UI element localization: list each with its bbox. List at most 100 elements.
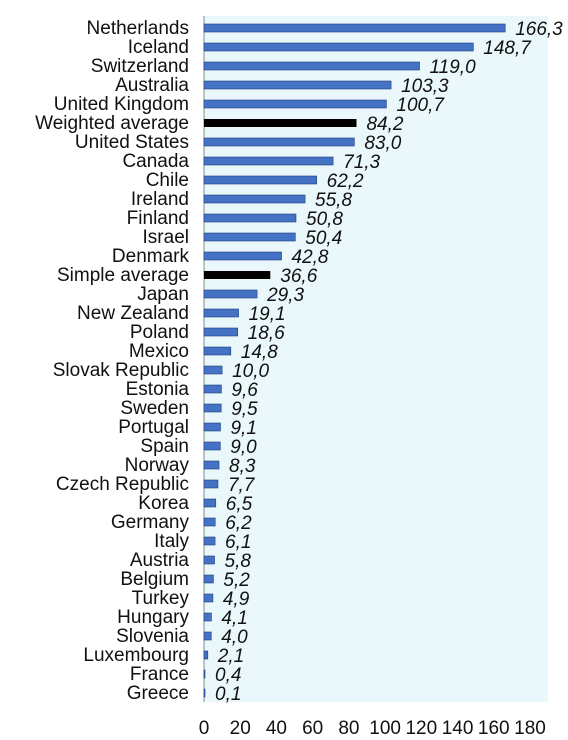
bar-slovenia <box>203 631 212 641</box>
value-label-germany: 6,2 <box>225 513 252 534</box>
x-tick-label-60: 60 <box>302 718 323 739</box>
value-label-simple-average: 36,6 <box>280 266 317 287</box>
category-label-switzerland: Switzerland <box>91 56 189 77</box>
category-label-united-states: United States <box>75 132 189 153</box>
bar-finland <box>203 213 297 223</box>
value-label-finland: 50,8 <box>306 209 343 230</box>
value-label-canada: 71,3 <box>343 152 380 173</box>
bar-portugal <box>203 422 221 432</box>
category-label-norway: Norway <box>125 455 190 476</box>
bar-italy <box>203 536 216 546</box>
bar-poland <box>203 327 238 337</box>
bar-japan <box>203 289 258 299</box>
bar-germany <box>203 517 216 527</box>
bar-korea <box>203 498 217 508</box>
value-label-estonia: 9,6 <box>231 380 258 401</box>
value-label-portugal: 9,1 <box>230 418 256 439</box>
value-label-slovenia: 4,0 <box>221 627 248 648</box>
category-label-simple-average: Simple average <box>57 265 189 286</box>
category-label-ireland: Ireland <box>131 189 189 210</box>
bar-weighted-average <box>204 119 357 127</box>
bar-chile <box>203 175 317 185</box>
value-label-mexico: 14,8 <box>241 342 278 363</box>
bar-ireland <box>203 194 306 204</box>
bar-luxembourg <box>203 650 209 660</box>
category-label-israel: Israel <box>143 227 189 248</box>
value-label-switzerland: 119,0 <box>430 57 477 78</box>
category-label-mexico: Mexico <box>129 341 189 362</box>
category-label-finland: Finland <box>127 208 189 229</box>
category-label-france: France <box>130 664 189 685</box>
category-label-luxembourg: Luxembourg <box>83 645 189 666</box>
bar-united-kingdom <box>203 99 387 109</box>
value-label-weighted-average: 84,2 <box>366 114 403 135</box>
x-tick-label-20: 20 <box>230 718 251 739</box>
bar-israel <box>203 232 296 242</box>
value-label-ireland: 55,8 <box>315 190 352 211</box>
value-label-iceland: 148,7 <box>483 38 532 59</box>
value-label-slovak-republic: 10,0 <box>232 361 269 382</box>
bar-turkey <box>203 593 214 603</box>
x-tick-label-0: 0 <box>199 718 210 739</box>
category-label-italy: Italy <box>154 531 189 552</box>
value-label-new-zealand: 19,1 <box>249 304 286 325</box>
x-tick-label-180: 180 <box>514 718 546 739</box>
value-label-france: 0,4 <box>215 665 241 686</box>
category-label-austria: Austria <box>130 550 190 571</box>
value-label-australia: 103,3 <box>401 76 449 97</box>
x-tick-label-100: 100 <box>369 718 401 739</box>
category-label-czech-republic: Czech Republic <box>56 474 189 495</box>
value-label-denmark: 42,8 <box>292 247 329 268</box>
category-label-germany: Germany <box>111 512 190 533</box>
bar-norway <box>203 460 220 470</box>
bar-hungary <box>203 612 212 622</box>
value-label-turkey: 4,9 <box>223 589 250 610</box>
bar-france <box>203 669 206 679</box>
category-label-belgium: Belgium <box>120 569 189 590</box>
bar-estonia <box>203 384 222 394</box>
category-label-australia: Australia <box>115 75 189 96</box>
x-tick-label-80: 80 <box>338 718 359 739</box>
value-label-belgium: 5,2 <box>223 570 250 591</box>
value-label-sweden: 9,5 <box>231 399 258 420</box>
category-label-greece: Greece <box>127 683 189 704</box>
value-label-hungary: 4,1 <box>221 608 247 629</box>
bar-denmark <box>203 251 282 261</box>
category-label-iceland: Iceland <box>128 37 189 58</box>
value-label-chile: 62,2 <box>327 171 364 192</box>
value-label-korea: 6,5 <box>226 494 253 515</box>
value-label-norway: 8,3 <box>229 456 256 477</box>
category-label-spain: Spain <box>140 436 189 457</box>
bar-simple-average <box>204 271 271 279</box>
bar-mexico <box>203 346 232 356</box>
value-label-italy: 6,1 <box>225 532 251 553</box>
bars-group <box>203 23 506 698</box>
category-label-poland: Poland <box>130 322 189 343</box>
bar-greece <box>203 688 206 698</box>
category-label-chile: Chile <box>146 170 189 191</box>
category-label-slovak-republic: Slovak Republic <box>53 360 189 381</box>
bar-australia <box>203 80 392 90</box>
category-label-new-zealand: New Zealand <box>77 303 189 324</box>
value-label-austria: 5,8 <box>225 551 252 572</box>
value-label-greece: 0,1 <box>215 684 241 705</box>
x-tick-label-160: 160 <box>478 718 510 739</box>
bar-belgium <box>203 574 214 584</box>
value-label-united-kingdom: 100,7 <box>396 95 445 116</box>
value-label-czech-republic: 7,7 <box>228 475 256 496</box>
bar-czech-republic <box>203 479 219 489</box>
bar-spain <box>203 441 221 451</box>
category-label-turkey: Turkey <box>132 588 190 609</box>
value-label-japan: 29,3 <box>266 285 304 306</box>
bar-slovak-republic <box>203 365 223 375</box>
category-label-estonia: Estonia <box>126 379 190 400</box>
category-label-hungary: Hungary <box>117 607 189 628</box>
plot-background <box>204 16 548 702</box>
category-labels-group: NetherlandsIcelandSwitzerlandAustraliaUn… <box>35 18 189 704</box>
bar-united-states <box>203 137 355 147</box>
bar-switzerland <box>203 61 420 71</box>
value-label-poland: 18,6 <box>248 323 285 344</box>
category-label-korea: Korea <box>138 493 189 514</box>
